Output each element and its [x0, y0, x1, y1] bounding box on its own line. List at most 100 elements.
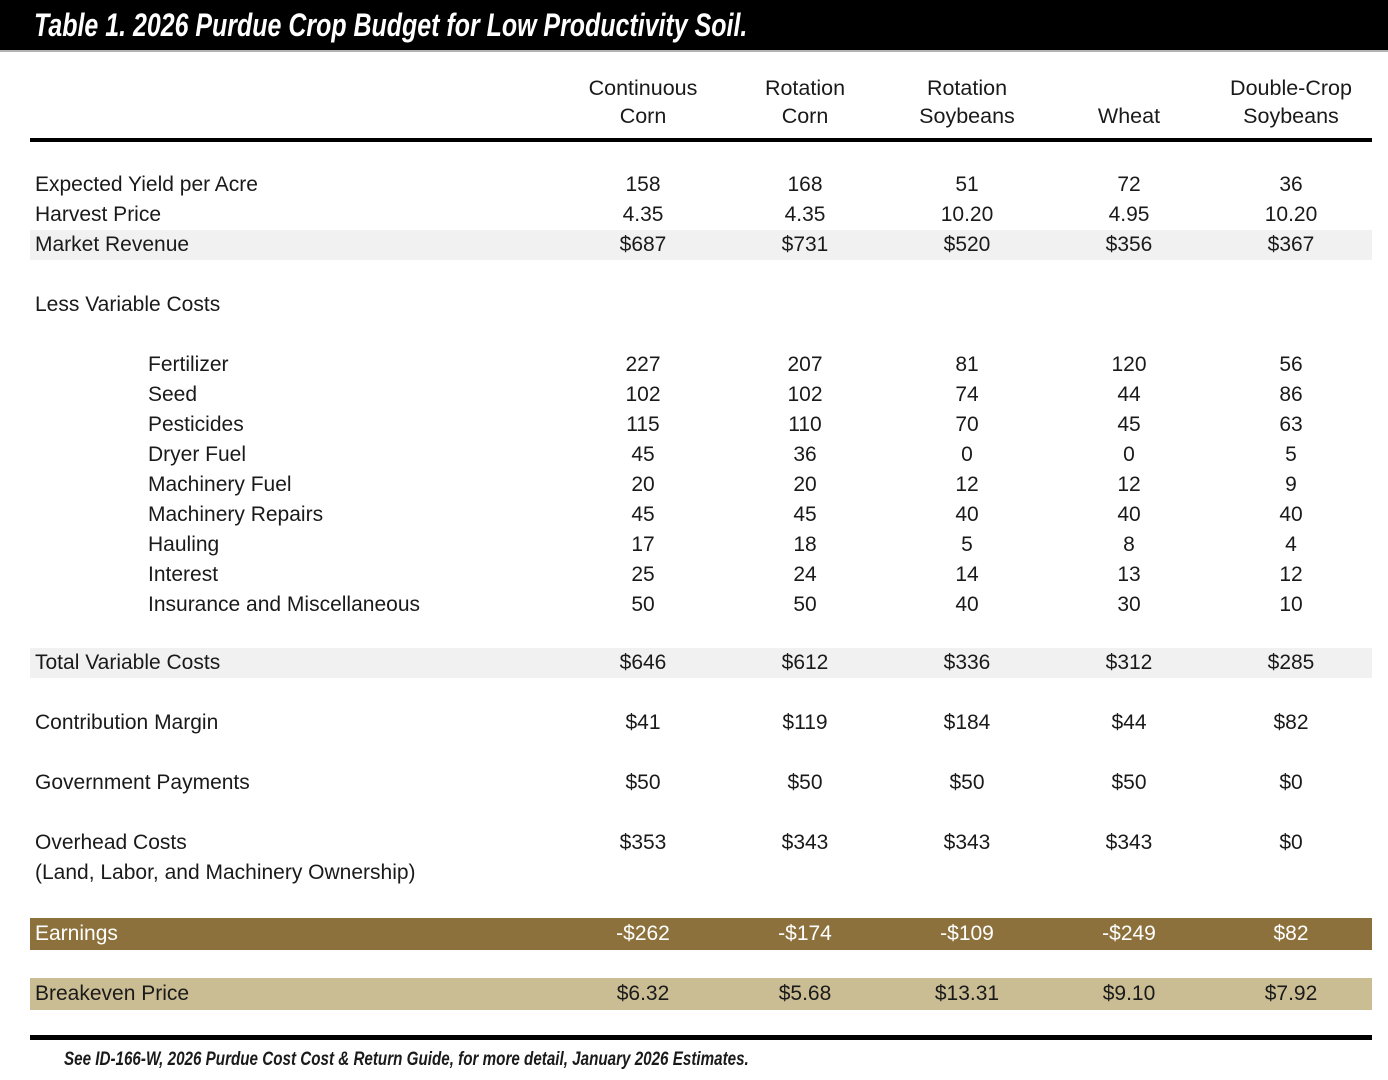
cell: $82: [1273, 711, 1309, 734]
table-title-bar: Table 1. 2026 Purdue Crop Budget for Low…: [0, 0, 1388, 52]
cell: 10.20: [1264, 203, 1318, 226]
cell: 40: [1279, 503, 1303, 526]
col-header-rotation-corn: Rotation Corn: [764, 76, 846, 128]
cell: $343: [1105, 831, 1153, 854]
row-label: Interest: [148, 563, 219, 586]
cell: 168: [787, 173, 823, 196]
col-header-wheat: Wheat: [1097, 104, 1161, 128]
cell: -$262: [616, 922, 670, 945]
cell: $184: [943, 711, 991, 734]
row-label: Fertilizer: [148, 353, 229, 376]
cell: 45: [631, 503, 655, 526]
cell: 227: [625, 353, 661, 376]
footer-divider: [30, 1035, 1372, 1040]
cell: $731: [781, 233, 829, 256]
section-header-less-variable-costs: Less Variable Costs: [30, 290, 1372, 320]
cell: 5: [961, 533, 973, 556]
cell: $312: [1105, 651, 1153, 674]
cell: $343: [781, 831, 829, 854]
cell: 14: [955, 563, 979, 586]
cell: 10.20: [940, 203, 994, 226]
cell: $343: [943, 831, 991, 854]
cell: 40: [955, 593, 979, 616]
cell: 12: [1279, 563, 1303, 586]
cell: $13.31: [934, 982, 1000, 1005]
cell: 115: [626, 413, 660, 436]
cell: $687: [619, 233, 667, 256]
cell: 0: [961, 443, 973, 466]
row-label: Insurance and Miscellaneous: [148, 593, 420, 616]
cell: 5: [1285, 443, 1297, 466]
cell: $82: [1273, 922, 1309, 945]
cell: 45: [1117, 413, 1141, 436]
cell: 10: [1279, 593, 1303, 616]
cell: $367: [1267, 233, 1315, 256]
cell: 30: [1117, 593, 1141, 616]
row-label: Harvest Price: [35, 203, 162, 226]
cell: $0: [1279, 771, 1303, 794]
row-label: Government Payments: [35, 771, 250, 794]
cell: 4.35: [622, 203, 664, 226]
cell: $44: [1111, 711, 1147, 734]
row-fertilizer: Fertilizer 227 207 81 120 56: [30, 350, 1372, 380]
cell: 4.95: [1108, 203, 1150, 226]
col-header-double-crop-soybeans: Double-Crop Soybeans: [1230, 76, 1352, 128]
cell: $9.10: [1102, 982, 1156, 1005]
cell: 86: [1279, 383, 1303, 406]
cell: 110: [788, 413, 822, 436]
cell: 12: [1117, 473, 1141, 496]
cell: 50: [793, 593, 817, 616]
cell: 50: [631, 593, 655, 616]
cell: 4.35: [784, 203, 826, 226]
cell: 36: [1279, 173, 1303, 196]
cell: 40: [1117, 503, 1141, 526]
row-label: Pesticides: [148, 413, 244, 436]
cell: 45: [631, 443, 655, 466]
cell: -$109: [940, 922, 994, 945]
cell: 18: [793, 533, 817, 556]
cell: 120: [1111, 353, 1147, 376]
row-label: Hauling: [148, 533, 220, 556]
cell: $646: [619, 651, 667, 674]
row-expected-yield: Expected Yield per Acre 158 168 51 72 36: [30, 170, 1372, 200]
cell: 40: [955, 503, 979, 526]
row-label: Seed: [148, 383, 198, 406]
cell: $336: [943, 651, 991, 674]
row-market-revenue: Market Revenue $687 $731 $520 $356 $367: [30, 230, 1372, 260]
cell: 45: [793, 503, 817, 526]
row-label: Contribution Margin: [35, 711, 219, 734]
cell: $119: [782, 711, 828, 734]
cell: 20: [631, 473, 655, 496]
row-overhead-costs-note: (Land, Labor, and Machinery Ownership): [30, 858, 1372, 888]
cell: 24: [793, 563, 817, 586]
column-header-row: Continuous Corn Rotation Corn Rotation S…: [30, 52, 1372, 138]
cell: 36: [793, 443, 817, 466]
section-label: Less Variable Costs: [35, 293, 221, 316]
cell: $50: [1111, 771, 1147, 794]
cell: 25: [631, 563, 655, 586]
cell: 0: [1123, 443, 1135, 466]
row-machinery-fuel: Machinery Fuel 20 20 12 12 9: [30, 470, 1372, 500]
row-note: (Land, Labor, and Machinery Ownership): [35, 861, 416, 884]
cell: 158: [625, 173, 661, 196]
row-label: Machinery Repairs: [148, 503, 324, 526]
row-earnings: Earnings -$262 -$174 -$109 -$249 $82: [30, 918, 1372, 950]
col-header-rotation-soybeans: Rotation Soybeans: [919, 76, 1015, 128]
row-interest: Interest 25 24 14 13 12: [30, 560, 1372, 590]
cell: -$249: [1102, 922, 1156, 945]
cell: $612: [781, 651, 829, 674]
cell: $7.92: [1264, 982, 1318, 1005]
cell: $50: [949, 771, 985, 794]
row-overhead-costs: Overhead Costs $353 $343 $343 $343 $0: [30, 828, 1372, 858]
cell: $50: [625, 771, 661, 794]
row-label: Dryer Fuel: [148, 443, 247, 466]
row-label: Total Variable Costs: [35, 651, 221, 674]
cell: 13: [1117, 563, 1141, 586]
cell: 102: [625, 383, 661, 406]
cell: 12: [955, 473, 979, 496]
row-seed: Seed 102 102 74 44 86: [30, 380, 1372, 410]
row-dryer-fuel: Dryer Fuel 45 36 0 0 5: [30, 440, 1372, 470]
footnote: See ID-166-W, 2026 Purdue Cost Cost & Re…: [64, 1049, 749, 1070]
cell: 70: [955, 413, 979, 436]
cell: 56: [1279, 353, 1303, 376]
